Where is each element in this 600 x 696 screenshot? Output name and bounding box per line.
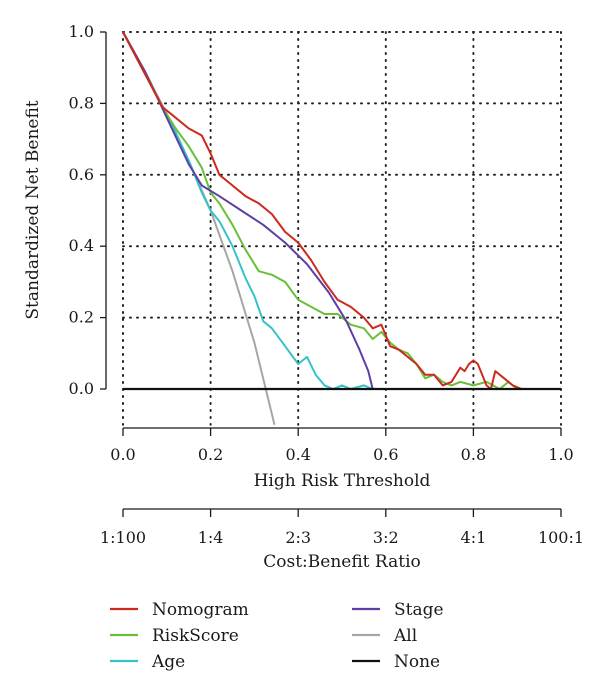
secondary-axis-title: Cost:Benefit Ratio [263, 552, 421, 572]
y-tick-label-0: 0.0 [69, 379, 94, 398]
y-tick-label-3: 0.6 [69, 165, 94, 184]
cost-benefit-tick-label-5: 100:1 [538, 528, 584, 547]
x-tick-label-4: 0.8 [461, 445, 486, 464]
series-line-nomogram [122, 31, 561, 390]
legend-label-age: Age [151, 652, 185, 672]
legend-label-nomogram: Nomogram [152, 600, 249, 620]
legend: Nomogram RiskScore Age Stage All None [110, 600, 444, 672]
x-tick-label-0: 0.0 [110, 445, 135, 464]
x-tick-label-2: 0.4 [285, 445, 310, 464]
x-tick-label-3: 0.6 [373, 445, 398, 464]
y-tick-label-5: 1.0 [69, 22, 94, 41]
cost-benefit-tick-label-2: 2:3 [285, 528, 311, 547]
x-tick-label-1: 0.2 [198, 445, 223, 464]
legend-label-stage: Stage [394, 600, 444, 620]
y-tick-label-1: 0.2 [69, 308, 94, 327]
series-line-all [122, 31, 276, 425]
y-tick-label-4: 0.8 [69, 93, 94, 112]
legend-label-none: None [394, 652, 440, 672]
cost-benefit-tick-label-0: 1:100 [100, 528, 146, 547]
y-tick-label-2: 0.4 [69, 236, 94, 255]
series-line-riskscore [122, 31, 561, 390]
series-line-age [122, 31, 561, 390]
legend-label-all: All [393, 626, 417, 646]
main-axes: 0.0 0.2 0.4 0.6 0.8 1.0 0.0 0.2 0.4 0.6 0.8 1.0 [69, 22, 574, 464]
cost-benefit-tick-label-1: 1:4 [198, 528, 224, 547]
series-line-stage [122, 31, 561, 390]
y-axis-title: Standardized Net Benefit [23, 100, 43, 319]
grid [122, 31, 562, 426]
series-lines [122, 31, 561, 425]
legend-label-riskscore: RiskScore [152, 626, 239, 646]
x-axis-title: High Risk Threshold [254, 471, 431, 491]
cost-benefit-tick-label-4: 4:1 [461, 528, 487, 547]
x-tick-label-5: 1.0 [548, 445, 573, 464]
cost-benefit-tick-label-3: 3:2 [373, 528, 399, 547]
cost-benefit-axis: 1:100 1:4 2:3 3:2 4:1 100:1 [100, 508, 584, 547]
